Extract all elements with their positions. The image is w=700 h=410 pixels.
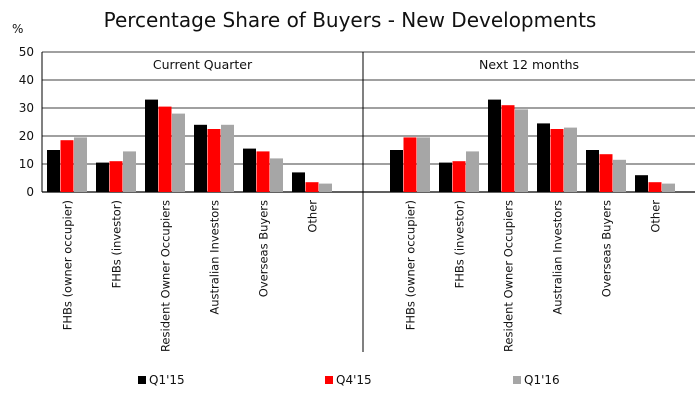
category-label-1-4: Overseas Buyers <box>599 200 613 297</box>
bar-next12-1-1 <box>452 161 466 192</box>
legend-swatch-1 <box>325 376 333 384</box>
bar-next12-0-2 <box>417 137 430 192</box>
legend-label-1: Q4'15 <box>336 373 372 387</box>
bar-next12-4-2 <box>613 159 626 192</box>
legend-label-2: Q1'16 <box>524 373 560 387</box>
bar-next12-5-1 <box>648 182 662 192</box>
legend: Q1'15 Q4'15 Q1'16 <box>138 373 560 387</box>
category-label-1-3: Australian Investors <box>550 200 564 315</box>
bar-next12-5-2 <box>662 183 675 192</box>
bar-current-1-0 <box>96 162 109 192</box>
y-tick-label-50: 50 <box>19 45 34 59</box>
bar-current-0-0 <box>47 150 60 192</box>
bar-next12-2-2 <box>515 109 528 192</box>
bar-next12-0-1 <box>403 137 417 192</box>
labels-layer: 0 10 20 30 40 50 Current Quarter FHBs (owner oc… <box>19 45 663 352</box>
bars-layer <box>47 99 675 192</box>
bar-current-5-0 <box>292 172 305 192</box>
bar-current-5-2 <box>319 183 332 192</box>
category-label-1-1: FHBs (investor) <box>452 200 466 288</box>
bar-current-2-2 <box>172 113 185 192</box>
bar-current-1-1 <box>109 161 123 192</box>
y-tick-label-20: 20 <box>19 129 34 143</box>
legend-swatch-2 <box>513 376 521 384</box>
category-label-1-0: FHBs (owner occupier) <box>403 200 417 330</box>
bar-next12-2-1 <box>501 105 515 192</box>
bar-current-0-2 <box>74 137 87 192</box>
y-tick-label-40: 40 <box>19 73 34 87</box>
y-tick-label-10: 10 <box>19 157 34 171</box>
bar-next12-1-0 <box>439 162 452 192</box>
axis-layer <box>41 52 364 352</box>
category-label-1-5: Other <box>648 200 662 233</box>
panel-title-0: Current Quarter <box>153 57 253 72</box>
category-label-0-0: FHBs (owner occupier) <box>60 200 74 330</box>
panel-title-1: Next 12 months <box>479 57 579 72</box>
bar-current-3-2 <box>221 124 234 192</box>
category-label-0-3: Australian Investors <box>207 200 221 315</box>
category-label-0-4: Overseas Buyers <box>256 200 270 297</box>
bar-current-4-2 <box>270 158 283 192</box>
category-label-0-1: FHBs (investor) <box>109 200 123 288</box>
bar-next12-0-0 <box>390 150 403 192</box>
bar-current-0-1 <box>60 140 74 192</box>
category-label-1-2: Resident Owner Occupiers <box>501 200 515 352</box>
y-axis-unit-label: % <box>12 22 23 36</box>
bar-next12-4-0 <box>586 150 599 192</box>
legend-swatch-0 <box>138 376 146 384</box>
bar-current-1-2 <box>123 151 136 192</box>
bar-current-4-0 <box>243 148 256 192</box>
chart-title: Percentage Share of Buyers - New Develop… <box>104 8 597 32</box>
bar-next12-3-1 <box>550 129 564 192</box>
bar-next12-5-0 <box>635 175 648 192</box>
bar-current-3-0 <box>194 124 207 192</box>
y-tick-label-0: 0 <box>26 185 34 199</box>
bar-next12-3-0 <box>537 123 550 192</box>
bar-next12-1-2 <box>466 151 479 192</box>
bar-next12-3-2 <box>564 127 577 192</box>
category-label-0-2: Resident Owner Occupiers <box>158 200 172 352</box>
bar-current-2-0 <box>145 99 158 192</box>
bar-current-4-1 <box>256 151 270 192</box>
bar-current-3-1 <box>207 129 221 192</box>
bar-current-5-1 <box>305 182 319 192</box>
category-label-0-5: Other <box>305 200 319 233</box>
bar-next12-2-0 <box>488 99 501 192</box>
y-tick-label-30: 30 <box>19 101 34 115</box>
bar-current-2-1 <box>158 106 172 192</box>
legend-label-0: Q1'15 <box>149 373 185 387</box>
bar-next12-4-1 <box>599 154 613 192</box>
